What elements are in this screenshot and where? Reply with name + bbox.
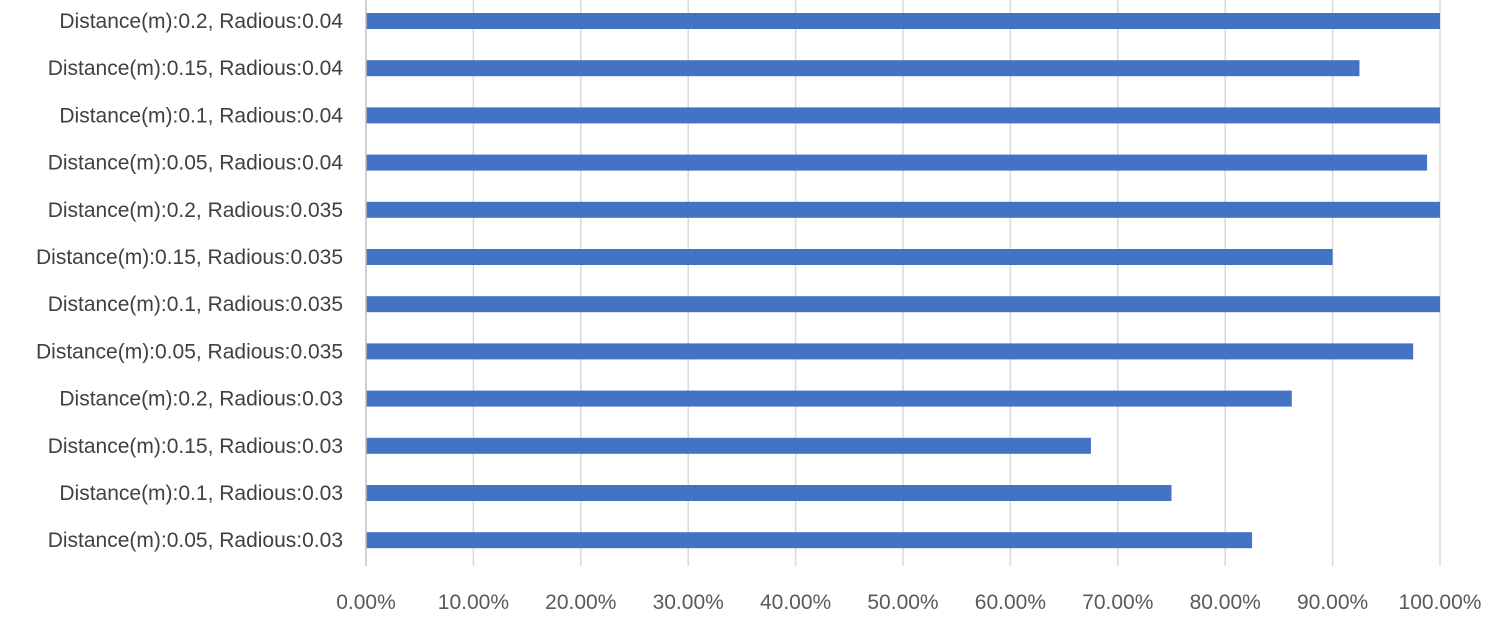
bars <box>366 13 1440 549</box>
bar <box>366 296 1440 313</box>
bar <box>366 249 1333 265</box>
bar <box>366 390 1292 407</box>
category-label: Distance(m):0.15, Radious:0.04 <box>48 57 344 80</box>
category-label: Distance(m):0.1, Radious:0.04 <box>59 104 343 127</box>
bar <box>366 60 1360 77</box>
category-label: Distance(m):0.05, Radious:0.035 <box>36 340 343 363</box>
bar <box>366 201 1440 218</box>
category-label: Distance(m):0.05, Radious:0.04 <box>48 152 344 175</box>
bar <box>366 485 1172 501</box>
category-label: Distance(m):0.1, Radious:0.035 <box>48 293 343 316</box>
x-tick-label: 100.00% <box>1399 591 1482 614</box>
gridlines <box>472 0 1441 566</box>
bar <box>366 343 1414 360</box>
bar <box>366 532 1253 549</box>
bar <box>366 437 1091 454</box>
x-tick-label: 80.00% <box>1190 591 1261 614</box>
category-label: Distance(m):0.2, Radious:0.04 <box>59 10 343 33</box>
category-label: Distance(m):0.2, Radious:0.035 <box>48 199 343 222</box>
category-label: Distance(m):0.1, Radious:0.03 <box>59 482 343 505</box>
x-tick-label: 70.00% <box>1082 591 1153 614</box>
x-tick-label: 10.00% <box>438 591 509 614</box>
category-label: Distance(m):0.05, Radious:0.03 <box>48 529 343 552</box>
category-label: Distance(m):0.15, Radious:0.03 <box>48 435 343 458</box>
x-tick-label: 30.00% <box>653 591 724 614</box>
category-labels: Distance(m):0.2, Radious:0.04 Distance(m)… <box>36 10 343 552</box>
bar <box>366 13 1440 29</box>
x-tick-label: 0.00% <box>336 591 396 614</box>
x-tick-label: 60.00% <box>975 591 1046 614</box>
x-tick-label: 90.00% <box>1297 591 1368 614</box>
category-label: Distance(m):0.15, Radious:0.035 <box>36 246 343 269</box>
x-tick-label: 50.00% <box>867 591 938 614</box>
x-tick-labels: 0.00% 10.00% 20.00% 30.00% 40.00% 50.00% 60.00… <box>336 591 1481 614</box>
bar <box>366 107 1440 124</box>
x-tick-label: 40.00% <box>760 591 831 614</box>
bar <box>366 154 1428 171</box>
x-tick-label: 20.00% <box>545 591 616 614</box>
category-label: Distance(m):0.2, Radious:0.03 <box>59 388 343 411</box>
